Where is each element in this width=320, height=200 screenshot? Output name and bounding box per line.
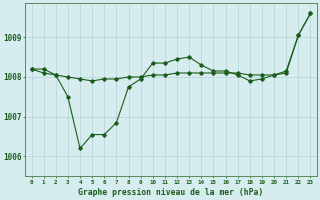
X-axis label: Graphe pression niveau de la mer (hPa): Graphe pression niveau de la mer (hPa)	[78, 188, 264, 197]
